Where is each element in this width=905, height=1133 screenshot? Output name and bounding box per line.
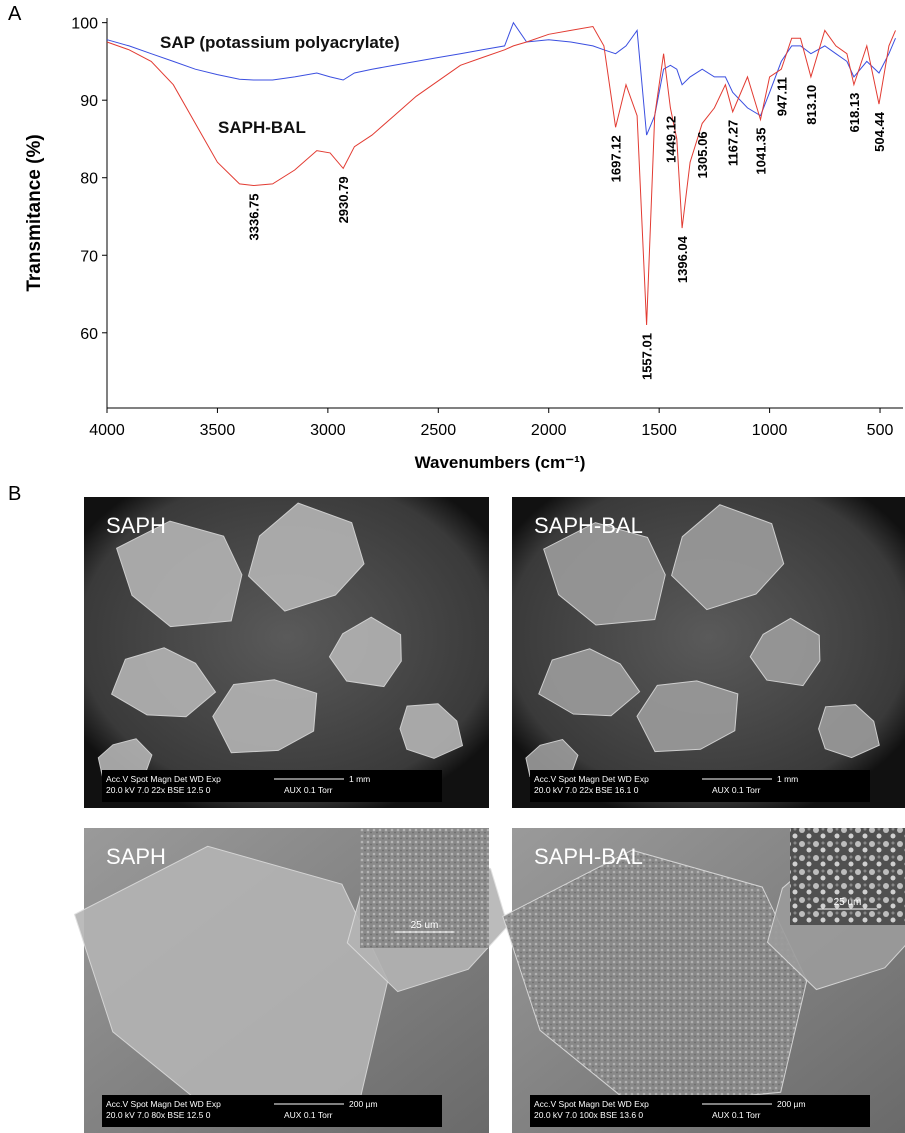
sem-label: SAPH-BAL bbox=[534, 844, 643, 869]
info-text: Acc.V Spot Magn Det WD Exp bbox=[534, 774, 649, 784]
series-label: SAPH-BAL bbox=[218, 118, 306, 137]
sem-label: SAPH bbox=[106, 513, 166, 538]
x-tick-label: 500 bbox=[867, 422, 894, 439]
x-tick-label: 1000 bbox=[752, 422, 788, 439]
sem-label: SAPH-BAL bbox=[534, 513, 643, 538]
peak-label: 813.10 bbox=[804, 85, 819, 125]
panel-label: B bbox=[8, 483, 21, 505]
page: A B Wavenumbers (cm⁻¹) Transmitance (%) … bbox=[0, 0, 905, 1133]
peak-label: 3336.75 bbox=[246, 193, 261, 240]
panel-label: A bbox=[8, 3, 22, 25]
peak-label: 1697.12 bbox=[609, 135, 624, 182]
x-tick-label: 1500 bbox=[641, 422, 677, 439]
inset-scale-label: 25 um bbox=[834, 897, 862, 908]
info-text: 20.0 kV 7.0 22x BSE 12.5 0 bbox=[106, 785, 211, 795]
figure: A B Wavenumbers (cm⁻¹) Transmitance (%) … bbox=[0, 0, 905, 1133]
peak-label: 2930.79 bbox=[336, 176, 351, 223]
info-text: 20.0 kV 7.0 80x BSE 12.5 0 bbox=[106, 1110, 211, 1120]
scale-label: 200 µm bbox=[349, 1099, 378, 1109]
info-text: Acc.V Spot Magn Det WD Exp bbox=[534, 1099, 649, 1109]
y-tick-label: 100 bbox=[71, 16, 98, 33]
info-aux: AUX 0.1 Torr bbox=[712, 785, 761, 795]
info-text: 20.0 kV 7.0 100x BSE 13.6 0 bbox=[534, 1110, 643, 1120]
x-tick-label: 4000 bbox=[89, 422, 125, 439]
scale-label: 1 mm bbox=[349, 774, 370, 784]
info-text: Acc.V Spot Magn Det WD Exp bbox=[106, 1099, 221, 1109]
y-tick-label: 70 bbox=[80, 248, 98, 265]
x-tick-label: 2000 bbox=[531, 422, 567, 439]
peak-label: 1449.12 bbox=[663, 116, 678, 163]
peak-label: 1167.27 bbox=[726, 120, 741, 166]
y-axis-label: Transmitance (%) bbox=[24, 134, 45, 291]
inset bbox=[790, 828, 905, 925]
peak-label: 1041.35 bbox=[753, 128, 768, 175]
info-aux: AUX 0.1 Torr bbox=[284, 1110, 333, 1120]
inset-scale-label: 25 um bbox=[411, 920, 439, 931]
peak-label: 947.11 bbox=[774, 77, 789, 116]
scale-label: 200 µm bbox=[777, 1099, 806, 1109]
peak-label: 618.13 bbox=[847, 93, 862, 133]
info-aux: AUX 0.1 Torr bbox=[712, 1110, 761, 1120]
x-axis-label: Wavenumbers (cm⁻¹) bbox=[415, 453, 586, 472]
info-text: 20.0 kV 7.0 22x BSE 16.1 0 bbox=[534, 785, 639, 795]
info-aux: AUX 0.1 Torr bbox=[284, 785, 333, 795]
x-tick-label: 2500 bbox=[421, 422, 457, 439]
x-tick-label: 3000 bbox=[310, 422, 346, 439]
y-tick-label: 80 bbox=[80, 171, 98, 188]
x-tick-label: 3500 bbox=[200, 422, 236, 439]
info-text: Acc.V Spot Magn Det WD Exp bbox=[106, 774, 221, 784]
sem-panel: 25 um SAPH Acc.V Spot Magn Det WD Exp20.0 … bbox=[75, 828, 508, 1133]
peak-label: 1396.04 bbox=[675, 235, 690, 283]
peak-label: 1305.06 bbox=[695, 131, 710, 178]
peak-label: 504.44 bbox=[872, 111, 887, 152]
series-label: SAP (potassium polyacrylate) bbox=[160, 33, 400, 52]
sem-label: SAPH bbox=[106, 844, 166, 869]
peak-label: 1557.01 bbox=[640, 333, 655, 380]
y-tick-label: 60 bbox=[80, 326, 98, 343]
y-tick-label: 90 bbox=[80, 93, 98, 110]
scale-label: 1 mm bbox=[777, 774, 798, 784]
